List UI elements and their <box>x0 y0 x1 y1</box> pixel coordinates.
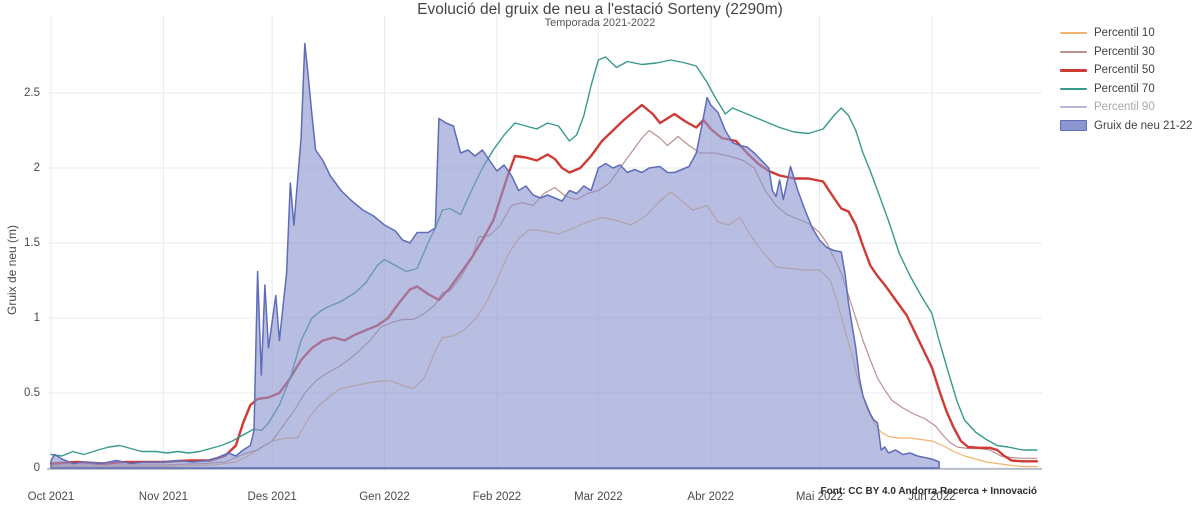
legend-item-gruix-de-neu-21-22[interactable]: Gruix de neu 21-22 <box>1060 117 1192 136</box>
x-tick-label: Feb 2022 <box>472 491 522 503</box>
snow-depth-area[interactable] <box>50 42 940 469</box>
legend-area-swatch <box>1060 120 1087 132</box>
legend-item-percentil-70[interactable]: Percentil 70 <box>1060 80 1192 99</box>
legend-item-label: Percentil 50 <box>1094 64 1155 77</box>
x-tick-label: Des 2021 <box>247 491 297 503</box>
y-tick-label: 2 <box>33 162 40 174</box>
legend-line-swatch <box>1060 68 1087 72</box>
legend-item-label: Percentil 10 <box>1094 27 1155 40</box>
legend-line-swatch <box>1060 50 1087 53</box>
legend-line-swatch <box>1060 87 1087 90</box>
legend-line-swatch <box>1060 32 1087 35</box>
legend-item-percentil-50[interactable]: Percentil 50 <box>1060 61 1192 80</box>
x-tick-label: Gen 2022 <box>359 491 410 503</box>
y-tick-label: 1.5 <box>24 237 40 249</box>
legend-item-label: Percentil 30 <box>1094 45 1155 58</box>
legend-item-percentil-10[interactable]: Percentil 10 <box>1060 24 1192 43</box>
legend-item-label: Percentil 90 <box>1094 101 1155 114</box>
y-tick-label: 0.5 <box>24 387 40 399</box>
x-tick-label: Oct 2021 <box>27 491 75 503</box>
legend-item-label: Gruix de neu 21-22 <box>1094 119 1193 132</box>
legend: Percentil 10 Percentil 30 Percentil 50 Perc… <box>1060 24 1192 135</box>
y-tick-label: 1 <box>33 312 40 324</box>
chart-title: Evolució del gruix de neu a l'estació So… <box>417 1 783 18</box>
legend-item-percentil-30[interactable]: Percentil 30 <box>1060 43 1192 62</box>
chart-subtitle: Temporada 2021-2022 <box>544 17 656 29</box>
y-tick-label: 2.5 <box>24 87 40 99</box>
x-tick-label: Jun 2022 <box>908 491 956 503</box>
x-tick-label: Abr 2022 <box>687 491 735 503</box>
source-note: Font: CC BY 4.0 Andorra Recerca + Innova… <box>820 486 1037 497</box>
x-tick-label: Mar 2022 <box>574 491 623 503</box>
legend-item-percentil-90[interactable]: Percentil 90 <box>1060 98 1192 117</box>
y-tick-label: 0 <box>33 462 40 474</box>
legend-item-label: Percentil 70 <box>1094 82 1155 95</box>
x-tick-label: Nov 2021 <box>138 491 188 503</box>
series-line-percentil-70[interactable] <box>50 56 1038 457</box>
x-tick-label: Mai 2022 <box>795 491 844 503</box>
legend-line-swatch <box>1060 106 1087 109</box>
